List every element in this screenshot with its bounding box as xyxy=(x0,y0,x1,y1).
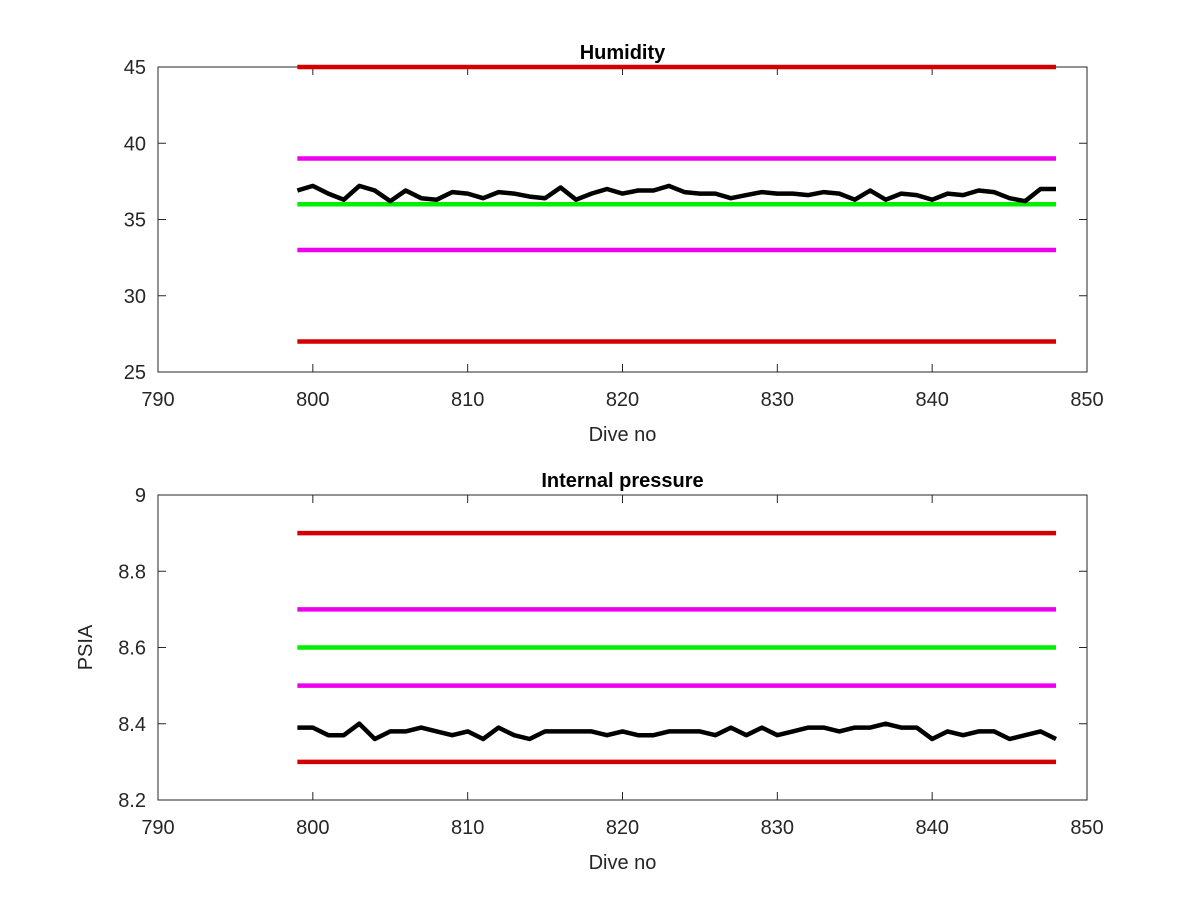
x-tick-label: 850 xyxy=(1070,817,1103,839)
y-tick-label: 8.8 xyxy=(118,561,146,583)
humidity-axes-box xyxy=(157,66,1088,373)
data-series-line xyxy=(296,183,1056,204)
y-tick-label: 9 xyxy=(135,485,146,507)
humidity-chart-title: Humidity xyxy=(580,42,666,64)
pressure-reference-lines xyxy=(297,530,1057,765)
x-tick-label: 820 xyxy=(606,817,639,839)
y-tick-label: 40 xyxy=(124,133,146,155)
humidity-x-ticks: 790 800 810 820 830 840 850 xyxy=(141,67,1104,411)
humidity-plot: 790 800 810 820 830 840 850 25 30 35 40 45 Humidit… xyxy=(124,42,1104,446)
pressure-y-ticks: 8.2 8.4 8.6 8.8 9 xyxy=(118,485,1087,812)
pressure-x-ticks: 790 800 810 820 830 840 850 xyxy=(141,495,1104,839)
humidity-series xyxy=(296,183,1056,204)
humidity-x-axis-label: Dive no xyxy=(589,424,657,446)
data-series-line xyxy=(297,721,1057,742)
x-tick-label: 810 xyxy=(451,389,484,411)
humidity-reference-lines xyxy=(297,64,1057,344)
x-tick-label: 840 xyxy=(915,817,948,839)
y-tick-label: 30 xyxy=(124,286,146,308)
pressure-y-axis-label: PSIA xyxy=(75,624,97,670)
pressure-x-axis-label: Dive no xyxy=(589,852,657,874)
x-tick-label: 800 xyxy=(296,389,329,411)
humidity-y-ticks: 25 30 35 40 45 xyxy=(124,57,1087,384)
x-tick-label: 800 xyxy=(296,817,329,839)
pressure-series xyxy=(297,721,1057,742)
y-tick-label: 35 xyxy=(124,210,146,232)
x-tick-label: 810 xyxy=(451,817,484,839)
pressure-chart-title: Internal pressure xyxy=(541,470,703,492)
x-tick-label: 850 xyxy=(1070,389,1103,411)
x-tick-label: 790 xyxy=(141,817,174,839)
y-tick-label: 25 xyxy=(124,362,146,384)
y-tick-label: 8.2 xyxy=(118,790,146,812)
x-tick-label: 790 xyxy=(141,389,174,411)
x-tick-label: 830 xyxy=(761,389,794,411)
y-tick-label: 8.4 xyxy=(118,714,146,736)
y-tick-label: 8.6 xyxy=(118,638,146,660)
y-tick-label: 45 xyxy=(124,57,146,79)
x-tick-label: 840 xyxy=(915,389,948,411)
x-tick-label: 830 xyxy=(761,817,794,839)
x-tick-label: 820 xyxy=(606,389,639,411)
internal-pressure-plot: 790 800 810 820 830 840 850 8.2 8.4 8.6 8.8 9 Inte… xyxy=(75,470,1104,874)
